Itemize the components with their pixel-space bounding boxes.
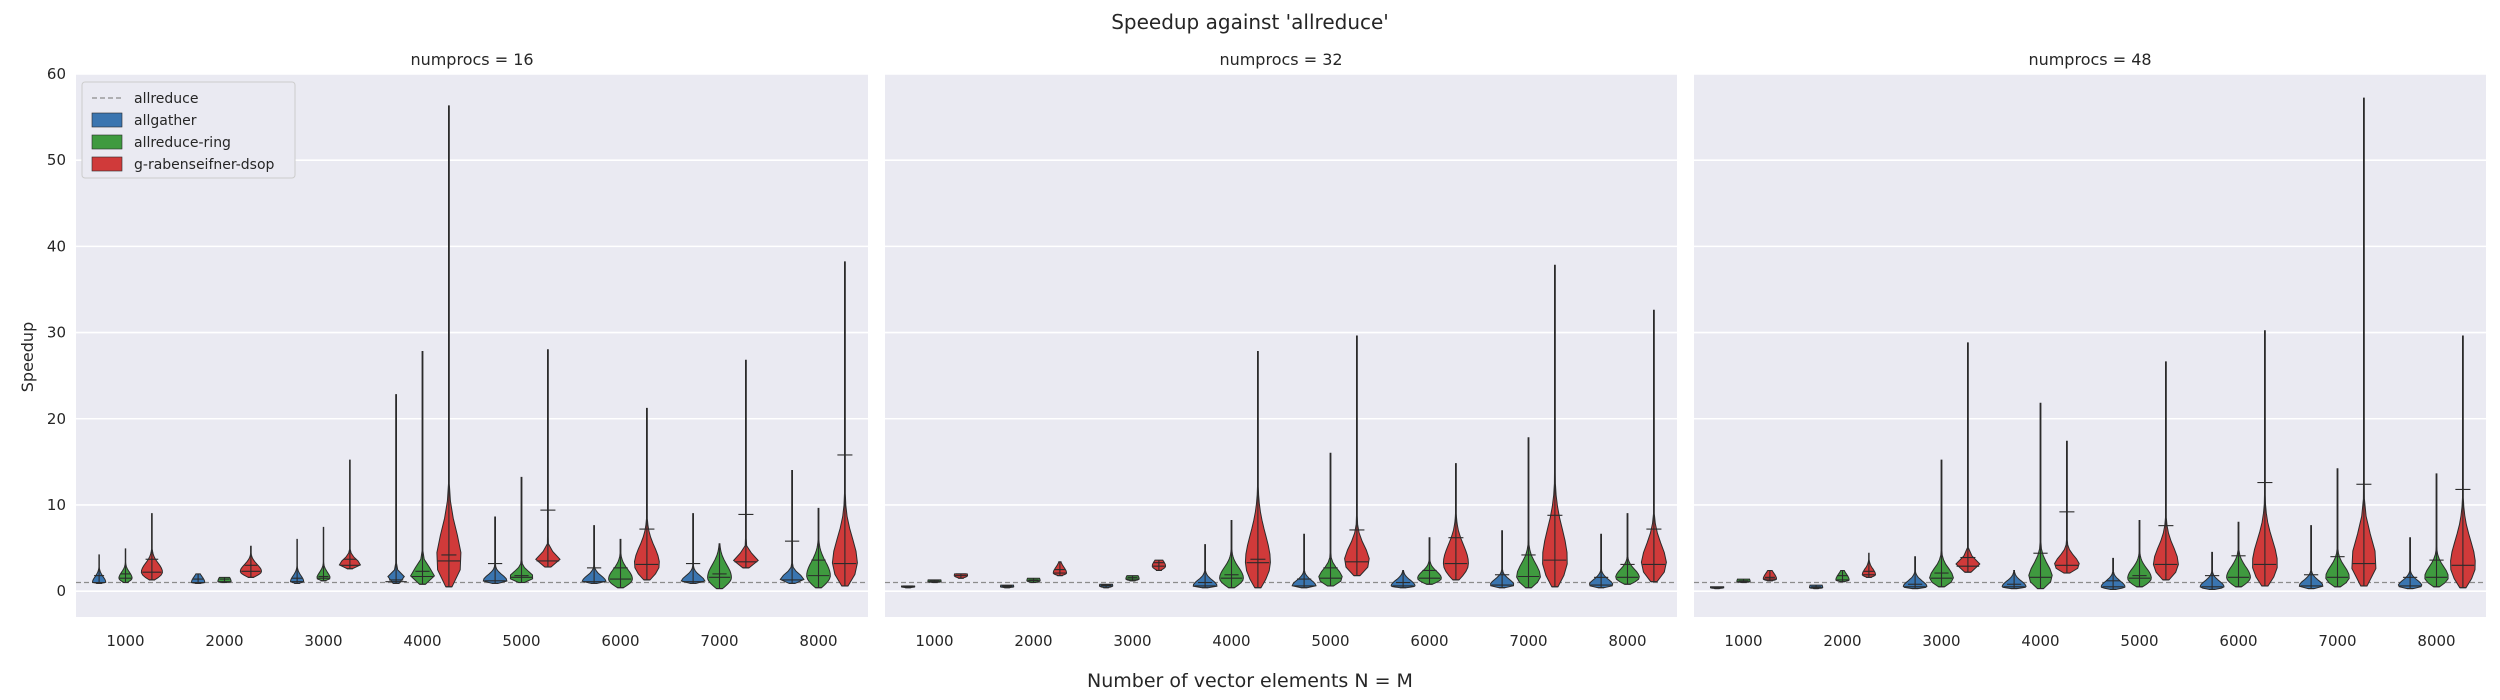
x-tick-label: 6000 xyxy=(601,632,639,650)
legend-frame xyxy=(81,81,296,179)
x-tick-label: 7000 xyxy=(1509,632,1547,650)
x-tick-label: 8000 xyxy=(799,632,837,650)
x-tick-label: 7000 xyxy=(2318,632,2356,650)
y-tick-label: 60 xyxy=(47,65,66,83)
y-tick-label: 50 xyxy=(47,151,66,169)
facet-background xyxy=(885,74,1677,617)
facet-panel-2: numprocs = 32 1000 2000 3000 4000 5000 6000 700… xyxy=(885,50,1677,650)
facet-title: numprocs = 48 xyxy=(2028,50,2151,69)
legend-label-allgather: allgather xyxy=(134,113,197,129)
chart-title: Speedup against 'allreduce' xyxy=(1111,10,1389,34)
x-tick-label: 4000 xyxy=(2021,632,2059,650)
x-tick-label: 3000 xyxy=(1922,632,1960,650)
facets: 0 10 20 30 40 50 60 numprocs = 16 1000 2000 3000 40… xyxy=(47,50,2486,650)
x-tick-label: 4000 xyxy=(1212,632,1250,650)
x-tick-label: 2000 xyxy=(1823,632,1861,650)
x-tick-label: 6000 xyxy=(1410,632,1448,650)
legend-swatch-allgather xyxy=(91,112,123,128)
x-tick-label: 4000 xyxy=(403,632,441,650)
legend-label-allreduce-ring: allreduce-ring xyxy=(134,135,231,151)
x-tick-label: 5000 xyxy=(2120,632,2158,650)
y-tick-label: 40 xyxy=(47,237,66,255)
y-tick-label: 10 xyxy=(47,496,66,514)
facet-title: numprocs = 16 xyxy=(410,50,533,69)
y-axis-label: Speedup xyxy=(18,322,37,392)
x-tick-label: 1000 xyxy=(915,632,953,650)
legend-label-allreduce: allreduce xyxy=(134,91,199,107)
legend-swatch-allreduce-ring xyxy=(91,134,123,150)
x-tick-label: 2000 xyxy=(1014,632,1052,650)
x-tick-label: 5000 xyxy=(502,632,540,650)
x-tick-label: 5000 xyxy=(1311,632,1349,650)
x-tick-label: 3000 xyxy=(304,632,342,650)
facet-panel-3: numprocs = 48 1000 2000 3000 4000 5000 6000 700… xyxy=(1694,50,2486,650)
legend-swatch-g-rabenseifner-dsop xyxy=(91,156,123,172)
facet-title: numprocs = 32 xyxy=(1219,50,1342,69)
x-tick-label: 3000 xyxy=(1113,632,1151,650)
facet-background xyxy=(1694,74,2486,617)
x-tick-label: 6000 xyxy=(2219,632,2257,650)
x-tick-label: 1000 xyxy=(106,632,144,650)
legend-label-g-rabenseifner-dsop: g-rabenseifner-dsop xyxy=(134,157,275,173)
x-tick-label: 8000 xyxy=(2417,632,2455,650)
x-tick-label: 7000 xyxy=(700,632,738,650)
x-tick-label: 2000 xyxy=(205,632,243,650)
x-tick-label: 1000 xyxy=(1724,632,1762,650)
y-tick-label: 30 xyxy=(47,324,66,342)
legend: allreduce allgather allreduce-ring g-rabens… xyxy=(81,81,296,179)
y-tick-label: 0 xyxy=(56,582,66,600)
facet-panel-1: 0 10 20 30 40 50 60 numprocs = 16 1000 2000 3000 40… xyxy=(47,50,868,650)
x-tick-label: 8000 xyxy=(1608,632,1646,650)
x-axis-label: Number of vector elements N = M xyxy=(1087,670,1413,692)
y-tick-label: 20 xyxy=(47,410,66,428)
